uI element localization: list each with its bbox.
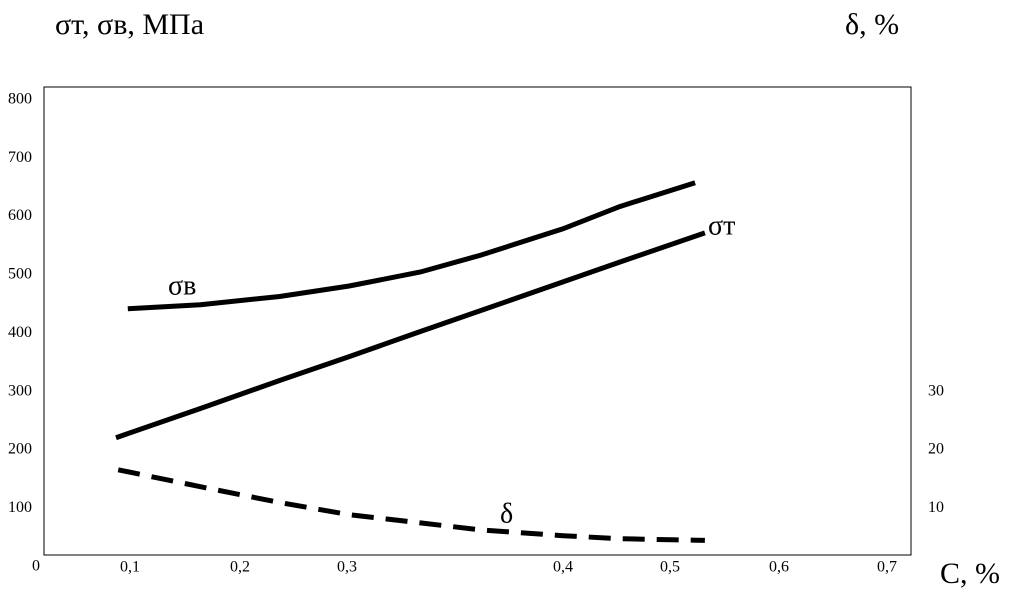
y-tick-label: 500: [8, 266, 32, 283]
x-axis-title: C, %: [940, 557, 1000, 590]
x-tick-label: 0,6: [769, 559, 789, 576]
x-tick-label: 0,4: [553, 559, 573, 576]
series-line: [115, 230, 706, 441]
series-line: [127, 180, 696, 312]
y-tick-label: 200: [8, 441, 32, 458]
y2-axis-title: δ, %: [845, 8, 899, 41]
x-tick-label: 0,5: [660, 559, 680, 576]
x-tick-label: 0,2: [230, 559, 250, 576]
series-label: δ: [500, 498, 513, 529]
y-tick-label: 100: [8, 499, 32, 516]
y2-tick-label: 10: [928, 499, 944, 516]
x-tick-label: 0,1: [120, 559, 140, 576]
y-tick-label: 300: [8, 382, 32, 399]
y-tick-label: 600: [8, 207, 32, 224]
x-tick-label: 0,3: [337, 559, 357, 576]
y2-tick-label: 30: [928, 382, 944, 399]
series-line: [117, 467, 705, 543]
y-axis-title: σт, σв, МПа: [55, 8, 204, 41]
y-tick-label: 800: [8, 91, 32, 108]
series-label: σв: [168, 270, 196, 301]
y-tick-label: 700: [8, 149, 32, 166]
plot-frame: [43, 86, 912, 556]
series-label: σт: [708, 210, 735, 241]
x-tick-label: 0,7: [877, 559, 897, 576]
y2-tick-label: 20: [928, 441, 944, 458]
y-tick-label: 400: [8, 324, 32, 341]
y-tick-label: 0: [32, 557, 40, 574]
